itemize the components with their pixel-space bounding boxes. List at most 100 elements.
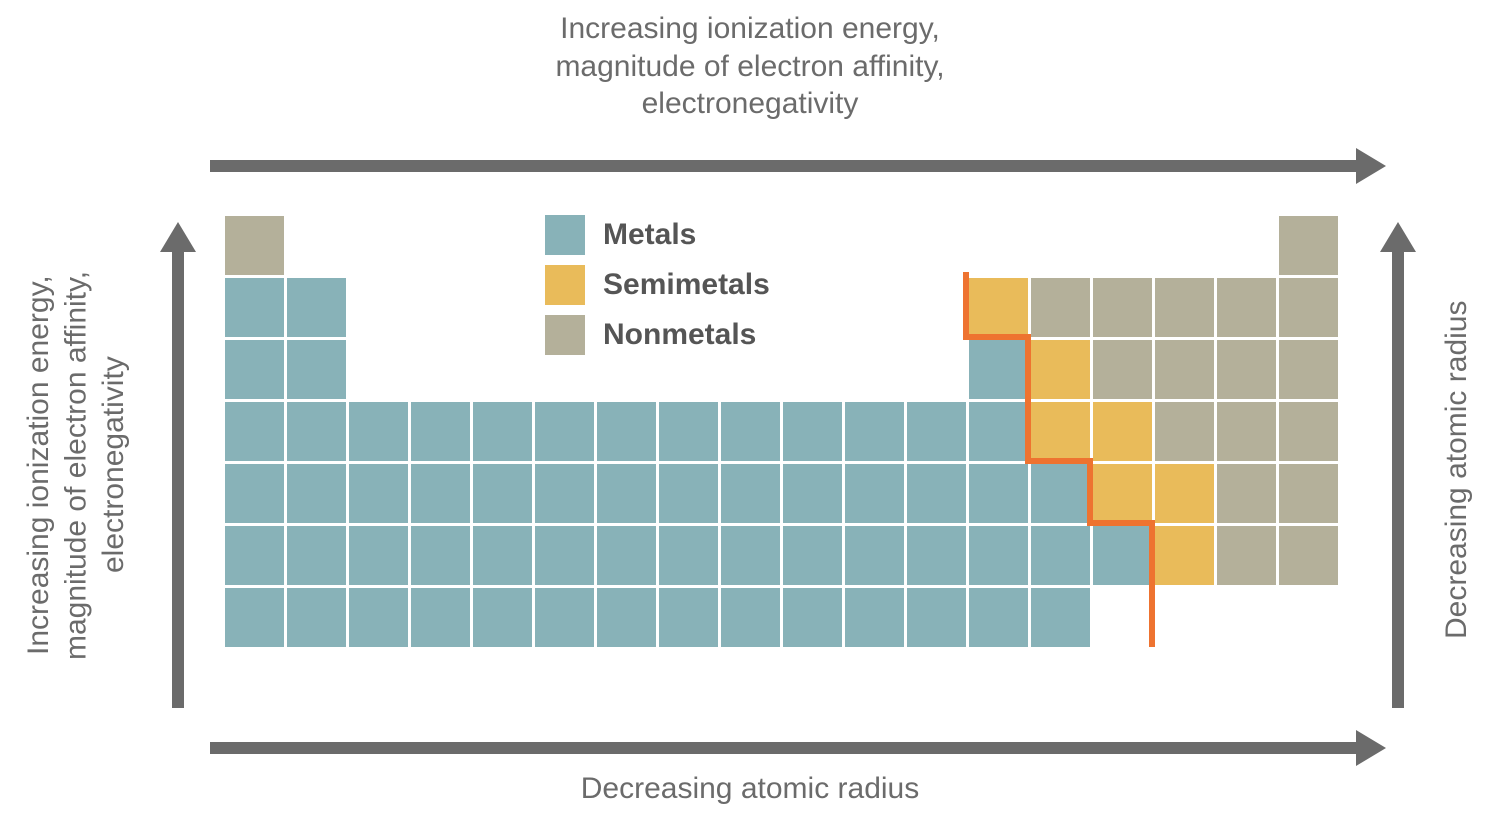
- metal-cell: [408, 523, 470, 585]
- metal-cell: [470, 461, 532, 523]
- top-arrow-icon: [210, 160, 1360, 172]
- metal-cell: [656, 585, 718, 647]
- metal-cell: [346, 523, 408, 585]
- metal-cell: [904, 461, 966, 523]
- empty-cell: [346, 337, 408, 399]
- empty-cell: [284, 213, 346, 275]
- metal-cell: [470, 523, 532, 585]
- metal-cell: [904, 523, 966, 585]
- semimetal-cell: [966, 275, 1028, 337]
- nonmetal-cell: [1276, 523, 1338, 585]
- empty-cell: [532, 337, 594, 399]
- semimetal-cell: [1152, 523, 1214, 585]
- metal-cell: [222, 399, 284, 461]
- empty-cell: [408, 337, 470, 399]
- metal-cell: [656, 523, 718, 585]
- empty-cell: [904, 337, 966, 399]
- top-trend-label: Increasing ionization energy,magnitude o…: [490, 10, 1010, 123]
- metal-cell: [966, 523, 1028, 585]
- empty-cell: [594, 213, 656, 275]
- nonmetal-cell: [1214, 399, 1276, 461]
- metal-cell: [780, 461, 842, 523]
- nonmetal-cell: [1214, 275, 1276, 337]
- empty-cell: [594, 337, 656, 399]
- metal-cell: [532, 461, 594, 523]
- metal-cell: [904, 399, 966, 461]
- empty-cell: [718, 337, 780, 399]
- semimetal-cell: [1028, 337, 1090, 399]
- empty-cell: [1276, 585, 1338, 647]
- bottom-trend-label: Decreasing atomic radius: [530, 770, 970, 808]
- nonmetal-cell: [222, 213, 284, 275]
- empty-cell: [780, 275, 842, 337]
- empty-cell: [470, 337, 532, 399]
- metal-cell: [470, 585, 532, 647]
- left-trend-label: Increasing ionization energy,magnitude o…: [20, 230, 133, 700]
- metal-cell: [346, 461, 408, 523]
- metal-cell: [222, 337, 284, 399]
- semimetal-cell: [1090, 399, 1152, 461]
- nonmetal-cell: [1028, 275, 1090, 337]
- metal-cell: [532, 523, 594, 585]
- nonmetal-cell: [1090, 275, 1152, 337]
- metal-cell: [656, 399, 718, 461]
- metal-cell: [222, 275, 284, 337]
- metal-cell: [1028, 461, 1090, 523]
- empty-cell: [346, 275, 408, 337]
- periodic-table-grid: [222, 213, 1338, 647]
- metal-cell: [656, 461, 718, 523]
- metal-cell: [532, 399, 594, 461]
- metal-cell: [966, 461, 1028, 523]
- empty-cell: [470, 275, 532, 337]
- metal-cell: [284, 275, 346, 337]
- empty-cell: [780, 337, 842, 399]
- metal-cell: [594, 523, 656, 585]
- metal-cell: [408, 585, 470, 647]
- left-arrow-icon: [172, 248, 184, 708]
- metal-cell: [1028, 585, 1090, 647]
- metal-cell: [842, 399, 904, 461]
- metal-cell: [1090, 523, 1152, 585]
- empty-cell: [842, 275, 904, 337]
- metal-cell: [284, 585, 346, 647]
- metal-cell: [470, 399, 532, 461]
- metal-cell: [966, 337, 1028, 399]
- metal-cell: [284, 399, 346, 461]
- metal-cell: [718, 461, 780, 523]
- metal-cell: [1028, 523, 1090, 585]
- metal-cell: [842, 523, 904, 585]
- empty-cell: [594, 275, 656, 337]
- metal-cell: [408, 399, 470, 461]
- empty-cell: [966, 213, 1028, 275]
- metal-cell: [842, 461, 904, 523]
- empty-cell: [470, 213, 532, 275]
- empty-cell: [1028, 213, 1090, 275]
- metal-cell: [346, 399, 408, 461]
- metal-cell: [284, 523, 346, 585]
- nonmetal-cell: [1276, 337, 1338, 399]
- metal-cell: [718, 585, 780, 647]
- metal-cell: [594, 461, 656, 523]
- empty-cell: [346, 213, 408, 275]
- nonmetal-cell: [1152, 275, 1214, 337]
- metal-cell: [904, 585, 966, 647]
- empty-cell: [1214, 213, 1276, 275]
- metal-cell: [222, 585, 284, 647]
- metal-cell: [966, 585, 1028, 647]
- metal-cell: [780, 523, 842, 585]
- right-trend-label: Decreasing atomic radius: [1438, 285, 1476, 655]
- empty-cell: [904, 213, 966, 275]
- empty-cell: [656, 213, 718, 275]
- empty-cell: [1152, 585, 1214, 647]
- nonmetal-cell: [1276, 213, 1338, 275]
- nonmetal-cell: [1214, 523, 1276, 585]
- metal-cell: [284, 461, 346, 523]
- metal-cell: [532, 585, 594, 647]
- bottom-arrow-icon: [210, 742, 1360, 754]
- metal-cell: [346, 585, 408, 647]
- empty-cell: [842, 337, 904, 399]
- empty-cell: [1152, 213, 1214, 275]
- metal-cell: [284, 337, 346, 399]
- semimetal-cell: [1028, 399, 1090, 461]
- nonmetal-cell: [1152, 337, 1214, 399]
